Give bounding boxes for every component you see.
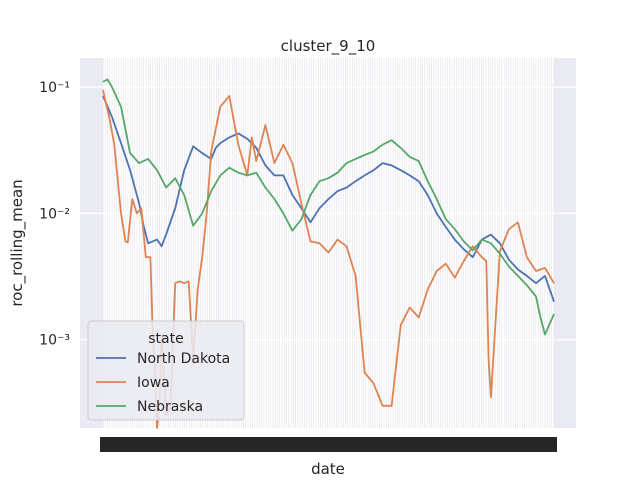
series-line: [102, 95, 555, 302]
series-lines: [102, 78, 555, 429]
chart-title: cluster_9_10: [281, 37, 376, 56]
y-tick-label: 10⁻²: [39, 206, 70, 222]
series-line: [102, 89, 555, 429]
legend-title: state: [148, 331, 183, 347]
legend-entry: Nebraska: [137, 399, 203, 415]
y-tick-labels: 10⁻³ 10⁻² 10⁻¹: [39, 80, 70, 349]
y-axis-label: roc_rolling_mean: [8, 179, 27, 306]
legend-box: [87, 320, 245, 421]
y-tick-label: 10⁻³: [39, 333, 70, 349]
y-tick-label: 10⁻¹: [39, 80, 70, 96]
legend: state North Dakota Iowa Nebraska: [87, 320, 245, 421]
series-line: [102, 78, 555, 336]
legend-items: North Dakota Iowa Nebraska: [96, 351, 230, 415]
legend-entry: Iowa: [137, 375, 170, 391]
x-tick-labels: [100, 437, 557, 452]
x-tick-label: [551, 437, 557, 452]
legend-entry: North Dakota: [137, 351, 230, 367]
x-axis-label: date: [311, 460, 345, 478]
